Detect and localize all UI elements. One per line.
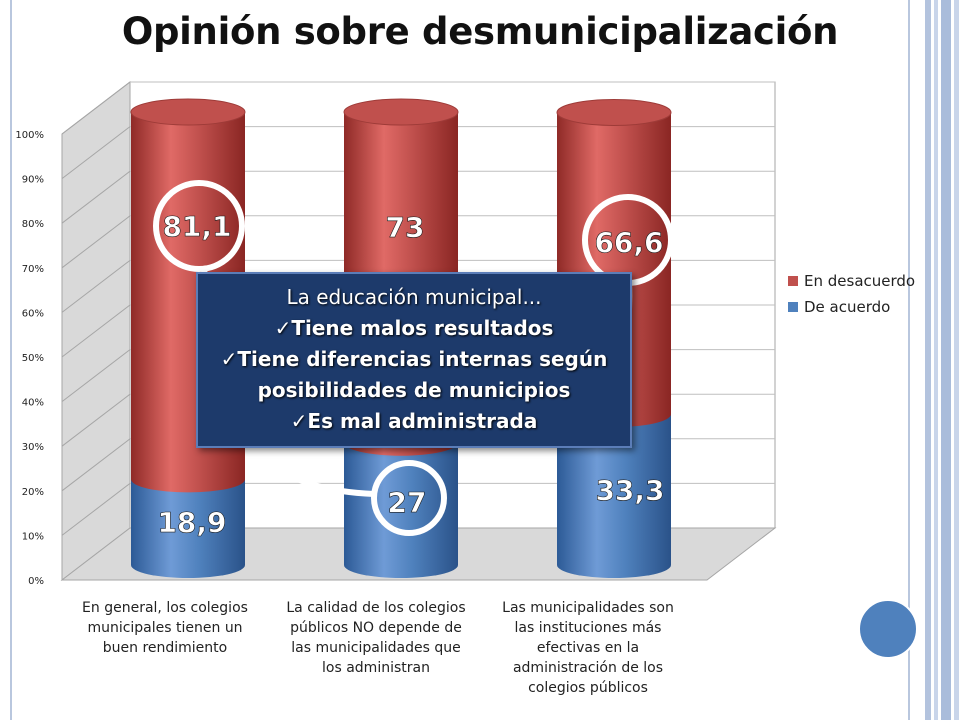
bar-top-cap	[343, 98, 459, 126]
bar-top-cap	[556, 98, 672, 126]
callout-line-2: ✓Tiene diferencias internas según	[220, 347, 608, 371]
decorative-circle	[858, 599, 918, 659]
bar-top-cap	[130, 98, 246, 126]
x-axis-label-2: La calidad de los colegios públicos NO de…	[286, 600, 466, 676]
grid-line-side	[61, 126, 131, 179]
y-tick-label: 50%	[22, 353, 44, 364]
y-tick-label: 90%	[22, 175, 44, 186]
callout-line-1: ✓Tiene malos resultados	[274, 316, 554, 340]
grid-line-side	[61, 260, 131, 313]
decorative-stripes	[917, 0, 960, 720]
grid-line-side	[61, 81, 131, 135]
grid-line-side	[61, 438, 131, 492]
legend-item-en-desacuerdo: En desacuerdo	[788, 268, 915, 294]
data-label: 81,1	[162, 210, 231, 243]
y-tick-label: 100%	[15, 130, 44, 141]
y-axis-ticks: 0% 10% 20% 30% 40% 50% 60% 70% 80% 90% 100%	[15, 130, 44, 587]
y-tick-label: 40%	[22, 398, 44, 409]
data-label: 27	[388, 486, 427, 519]
grid-line-side	[61, 483, 131, 536]
data-label: 73	[386, 211, 425, 244]
callout-box: La educación municipal... ✓Tiene malos r…	[196, 272, 632, 448]
y-tick-label: 70%	[22, 264, 44, 275]
data-labels: 18,9 27 33,3 81,1 73 66,6	[157, 210, 665, 540]
highlight-ring	[371, 460, 447, 536]
highlight-ring	[153, 180, 245, 272]
bar-de-acuerdo	[557, 414, 671, 578]
y-tick-label: 80%	[22, 219, 44, 230]
bar-de-acuerdo	[131, 479, 245, 578]
legend: En desacuerdo De acuerdo	[788, 268, 915, 320]
slide-border	[10, 0, 910, 720]
legend-label: De acuerdo	[804, 298, 891, 316]
y-tick-label: 20%	[22, 487, 44, 498]
grid-line-side	[61, 349, 131, 402]
x-axis-label-1: En general, los colegios municipales tien…	[82, 600, 248, 656]
grid-line-side	[61, 170, 131, 224]
callout-heading: La educación municipal...	[286, 285, 542, 309]
callout-line-4: ✓Es mal administrada	[290, 409, 538, 433]
y-tick-label: 10%	[22, 531, 44, 542]
legend-swatch-red	[788, 276, 798, 286]
legend-item-de-acuerdo: De acuerdo	[788, 294, 915, 320]
grid-line-side	[61, 393, 131, 447]
y-tick-label: 30%	[22, 442, 44, 453]
data-label: 33,3	[595, 474, 664, 507]
bar-de-acuerdo	[344, 442, 458, 578]
callout-line-3: posibilidades de municipios	[257, 378, 571, 402]
y-tick-label: 60%	[22, 308, 44, 319]
grid-line-side	[61, 215, 131, 269]
y-tick-label: 0%	[28, 576, 44, 587]
data-label: 66,6	[594, 226, 663, 259]
data-label: 18,9	[157, 506, 226, 539]
x-axis-label-3: Las municipalidades son las instituciones…	[502, 600, 674, 696]
legend-swatch-blue	[788, 302, 798, 312]
page-title: Opinión sobre desmunicipalización	[121, 10, 839, 53]
grid-line-side	[61, 304, 131, 358]
legend-label: En desacuerdo	[804, 272, 916, 290]
